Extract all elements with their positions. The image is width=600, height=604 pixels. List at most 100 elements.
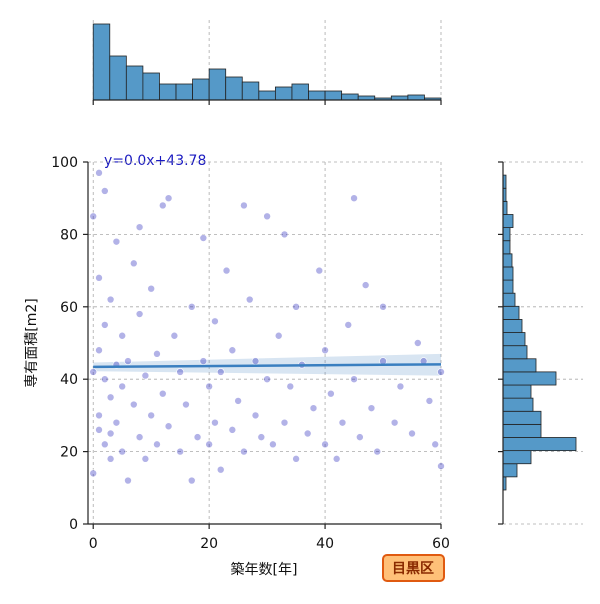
scatter-point [292, 302, 300, 311]
scatter-point [211, 317, 219, 326]
scatter-point [332, 455, 341, 463]
scatter-point [280, 418, 289, 427]
scatter-point [251, 411, 260, 420]
scatter-point [228, 426, 237, 434]
scatter-point [153, 350, 161, 358]
y-tick-label: 80 [60, 227, 78, 243]
top-hist-bar [324, 90, 343, 101]
scatter-point [245, 295, 254, 304]
scatter-point [327, 389, 335, 398]
top-hist-bar [175, 83, 193, 101]
scatter-point [269, 440, 277, 449]
scatter-point [135, 433, 144, 441]
scatter-point [240, 447, 248, 456]
scatter-point [396, 382, 405, 391]
scatter-point [176, 368, 184, 376]
scatter-point [240, 201, 248, 210]
right-hist-bar [502, 266, 514, 281]
scatter-point [89, 469, 98, 478]
scatter-point [216, 368, 225, 376]
y-tick-label: 40 [60, 372, 78, 388]
scatter-point [158, 389, 167, 398]
scatter-point [95, 411, 103, 420]
top-hist-bar [142, 72, 160, 101]
regression-line [93, 363, 442, 369]
scatter-point [118, 382, 126, 391]
scatter-point [315, 266, 324, 275]
scatter-point [344, 321, 353, 329]
scatter-point [361, 281, 370, 289]
right-hist-bar [502, 305, 520, 320]
top-hist-bar [291, 83, 309, 101]
scatter-point [263, 212, 271, 221]
scatter-point [124, 357, 132, 365]
scatter-point [112, 237, 121, 246]
right-hist-bar [502, 319, 523, 333]
scatter-point [437, 368, 445, 376]
scatter-point [390, 418, 399, 427]
x-tick-label: 60 [432, 536, 450, 552]
right-hist-bar [502, 384, 532, 399]
right-hist-bar [502, 227, 511, 242]
scatter-point [193, 433, 202, 441]
y-tick-label: 0 [69, 517, 78, 533]
right-hist-bar [502, 397, 534, 412]
scatter-point [338, 418, 347, 427]
scatter-point [251, 357, 260, 365]
top-hist-bar [407, 94, 425, 101]
scatter-point [112, 418, 121, 427]
top-hist-bar [125, 65, 144, 101]
scatter-point [95, 274, 103, 282]
x-tick-label: 20 [200, 536, 218, 552]
scatter-point [153, 440, 161, 449]
top-hist-bar [341, 93, 359, 101]
scatter-point [101, 321, 109, 329]
scatter-point [280, 230, 289, 239]
scatter-point [356, 433, 364, 441]
top-hist-bar [241, 81, 260, 101]
scatter-point [216, 465, 225, 474]
right-hist-bar [502, 437, 577, 452]
scatter-point [118, 331, 126, 340]
scatter-point [129, 259, 138, 268]
scatter-point [101, 440, 109, 449]
top-hist-bar [208, 68, 227, 101]
scatter-point [106, 295, 115, 304]
scatter-point [187, 476, 196, 485]
right-hist-bar [502, 345, 528, 360]
x-tick-label: 40 [316, 536, 334, 552]
scatter-point [141, 371, 150, 380]
scatter-point [414, 339, 422, 347]
scatter-point [106, 393, 115, 402]
scatter-point [89, 212, 98, 221]
right-hist-bar [502, 279, 514, 294]
scatter-point [106, 455, 115, 463]
scatter-point [321, 346, 329, 355]
scatter-point [89, 368, 98, 376]
scatter-point [309, 404, 318, 412]
badge: 目黒区 [392, 561, 434, 577]
right-hist-bar [502, 332, 526, 347]
scatter-point [129, 400, 138, 409]
scatter-point [164, 194, 173, 202]
scatter-point [101, 375, 109, 384]
scatter-point [205, 382, 213, 391]
scatter-point [176, 447, 184, 456]
scatter-point [408, 429, 416, 438]
top-hist-bar [109, 55, 127, 101]
scatter-point [95, 346, 103, 355]
right-hist-bar [502, 253, 513, 268]
scatter-point [158, 201, 167, 210]
scatter-point [106, 429, 115, 438]
scatter-point [187, 302, 196, 311]
top-hist-bar [225, 76, 243, 101]
scatter-point [135, 310, 144, 318]
scatter-point [367, 404, 376, 412]
scatter-point [437, 462, 445, 470]
right-hist-bar [502, 358, 537, 373]
top-hist-bar [308, 90, 326, 101]
scatter-point [118, 447, 126, 456]
scatter-point [164, 422, 173, 431]
scatter-point [199, 357, 208, 365]
